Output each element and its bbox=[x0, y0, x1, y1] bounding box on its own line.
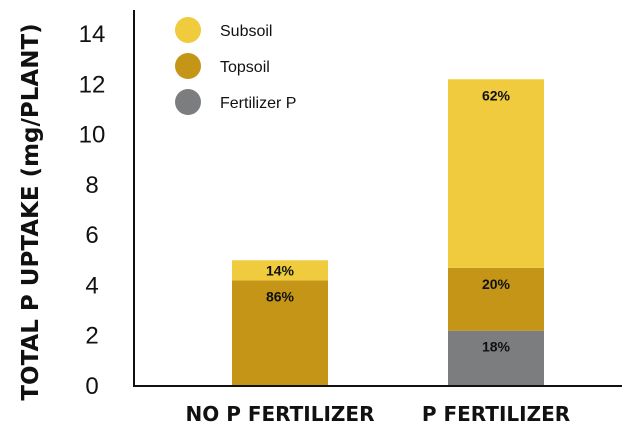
y-tick-label: 4 bbox=[85, 272, 98, 299]
y-tick-label: 8 bbox=[85, 172, 98, 199]
y-tick-label: 10 bbox=[79, 122, 106, 149]
y-tick-label: 6 bbox=[85, 222, 98, 249]
bar-segment bbox=[232, 280, 328, 386]
bar-percent-label: 20% bbox=[482, 276, 511, 292]
bar-segment bbox=[448, 79, 544, 268]
y-tick-label: 12 bbox=[79, 71, 106, 98]
legend-swatch bbox=[175, 53, 201, 79]
y-tick-label: 14 bbox=[79, 21, 106, 48]
legend-label: Topsoil bbox=[220, 59, 270, 76]
bar-percent-label: 62% bbox=[482, 87, 511, 103]
legend-label: Subsoil bbox=[220, 23, 272, 40]
x-category-label: P FERTILIZER bbox=[422, 402, 570, 426]
x-category-label: NO P FERTILIZER bbox=[186, 402, 375, 426]
bar-segment bbox=[448, 267, 544, 331]
bar-percent-label: 14% bbox=[266, 262, 295, 278]
y-axis-label: TOTAL P UPTAKE (mg/PLANT) bbox=[18, 23, 44, 400]
y-tick-label: 0 bbox=[85, 373, 98, 400]
bar-segment bbox=[448, 330, 544, 386]
y-tick-label: 2 bbox=[85, 323, 98, 350]
legend-swatch bbox=[175, 17, 201, 43]
bar-percent-label: 18% bbox=[482, 339, 511, 355]
legend-label: Fertilizer P bbox=[220, 95, 296, 112]
bar-percent-label: 86% bbox=[266, 288, 295, 304]
bar-segment bbox=[232, 260, 328, 281]
legend-swatch bbox=[175, 89, 201, 115]
